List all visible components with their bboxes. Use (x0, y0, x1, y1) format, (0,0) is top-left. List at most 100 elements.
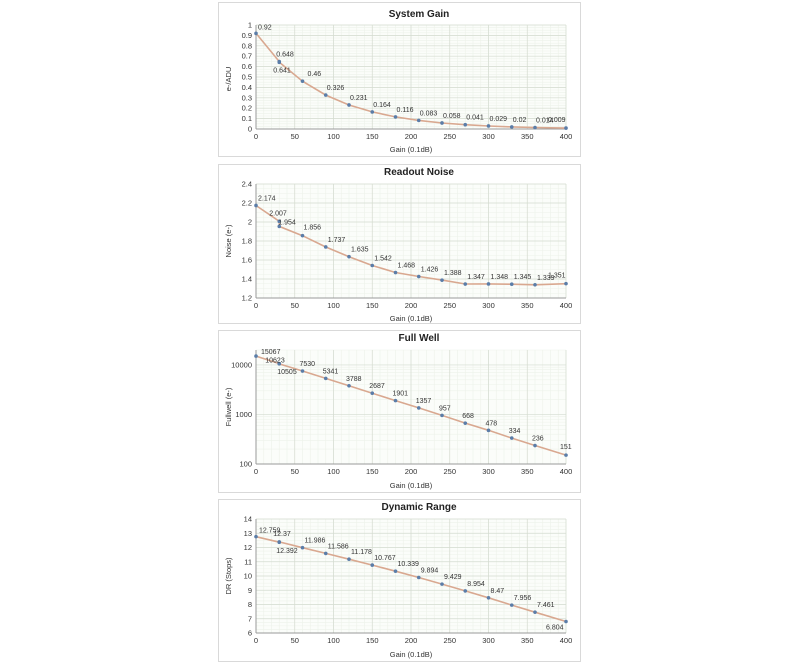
data-label: 2.007 (269, 210, 287, 217)
x-tick-label: 350 (521, 467, 534, 476)
data-label: 0.041 (466, 115, 484, 122)
data-label: 0.326 (327, 85, 345, 92)
data-label: 12.759 (259, 528, 281, 535)
data-point (486, 124, 491, 128)
data-point (254, 203, 258, 208)
x-tick-label: 0 (254, 132, 258, 141)
data-point (463, 589, 468, 593)
y-tick-label: 0.1 (242, 114, 252, 123)
y-tick-label: 0.7 (242, 52, 252, 61)
data-point (323, 551, 328, 556)
y-axis-label: Noise (e-) (224, 224, 233, 257)
chart-full-well: 0 50 100 150 200 250 300 350 400 100 1000 10000 Full… (218, 330, 581, 493)
data-point (463, 421, 468, 425)
y-axis-label: DR (Stops) (224, 557, 233, 595)
x-tick-label: 50 (291, 301, 299, 310)
data-label: 0.231 (350, 95, 368, 102)
x-tick-label: 350 (521, 636, 534, 645)
data-point (564, 281, 568, 286)
data-label: 5341 (323, 368, 339, 375)
chart-title: Full Well (399, 333, 440, 344)
data-point (393, 398, 398, 403)
data-label: 3788 (346, 376, 362, 383)
y-tick-label: 0.6 (242, 62, 252, 71)
data-point (564, 126, 568, 130)
chart-system-gain: 0 50 100 150 200 250 300 350 400 0 0.1 0.2 0.3 0.4 0.5… (218, 2, 581, 157)
data-label: 0.641 (273, 67, 291, 74)
data-label: 1357 (416, 398, 432, 405)
x-tick-label: 100 (327, 301, 340, 310)
data-label: 11.586 (328, 543, 349, 550)
x-tick-label: 100 (327, 467, 340, 476)
data-point (300, 79, 305, 83)
data-point (533, 610, 537, 614)
data-label: 1.542 (374, 256, 392, 263)
chart-title: Readout Noise (384, 167, 454, 178)
data-label: 0.029 (490, 116, 508, 123)
data-point (509, 603, 514, 607)
data-label: 1.856 (304, 225, 322, 232)
data-point (440, 278, 444, 282)
chart-title: Dynamic Range (381, 502, 456, 513)
data-label: 8.47 (491, 588, 505, 595)
data-point (254, 31, 258, 36)
y-tick-label: 0.8 (242, 41, 252, 50)
chart-svg-dynamic-range: 0 50 100 150 200 250 300 350 400 6 7 8 9 10 11 12 13 14 Dy… (224, 502, 573, 659)
data-point (440, 413, 444, 418)
data-label: 11.178 (351, 549, 372, 556)
data-point (300, 545, 305, 550)
x-tick-label: 150 (366, 301, 379, 310)
data-label: 236 (532, 436, 544, 443)
data-point (323, 245, 328, 249)
data-label: 9.894 (421, 568, 439, 575)
x-tick-label: 250 (443, 636, 456, 645)
x-tick-label: 200 (405, 132, 418, 141)
data-point (277, 224, 282, 229)
x-tick-label: 400 (560, 636, 573, 645)
data-label: 10.339 (398, 561, 420, 568)
data-label: 334 (509, 428, 521, 435)
data-label: 7.956 (514, 595, 532, 602)
data-point (486, 428, 491, 433)
data-point (277, 219, 282, 224)
x-tick-label: 200 (405, 301, 418, 310)
data-label: 1901 (393, 391, 409, 398)
x-tick-label: 0 (254, 301, 258, 310)
x-tick-label: 350 (521, 132, 534, 141)
y-axis-label: e-/ADU (224, 67, 233, 92)
data-label: 1.339 (537, 275, 555, 282)
data-label: 0.648 (276, 52, 294, 59)
x-axis-label: Gain (0.1dB) (390, 314, 433, 323)
x-tick-label: 350 (521, 301, 534, 310)
x-tick-label: 400 (560, 132, 573, 141)
x-tick-label: 400 (560, 301, 573, 310)
y-tick-label: 0.4 (242, 83, 252, 92)
data-label: 478 (486, 420, 498, 427)
y-tick-label: 0 (248, 125, 252, 134)
x-tick-label: 200 (405, 636, 418, 645)
chart-svg-readout-noise: 0 50 100 150 200 250 300 350 400 1.2 1.4 1.6 1.8 2 2.2… (224, 167, 573, 323)
x-tick-label: 200 (405, 467, 418, 476)
x-axis-label: Gain (0.1dB) (390, 650, 433, 659)
x-tick-label: 50 (291, 467, 299, 476)
x-tick-label: 400 (560, 467, 573, 476)
data-point (509, 436, 514, 440)
data-point (277, 540, 282, 544)
data-point (486, 596, 491, 600)
data-point (440, 121, 444, 125)
y-tick-label: 7 (248, 614, 252, 623)
data-point (509, 282, 514, 287)
x-tick-label: 0 (254, 636, 258, 645)
x-tick-label: 300 (482, 636, 495, 645)
x-tick-label: 100 (327, 636, 340, 645)
data-point (416, 274, 421, 279)
data-point (416, 406, 421, 410)
x-tick-label: 50 (291, 132, 299, 141)
data-point (323, 376, 328, 381)
data-point (370, 263, 375, 268)
x-tick-label: 50 (291, 636, 299, 645)
x-tick-label: 150 (366, 132, 379, 141)
y-tick-label: 100 (239, 460, 252, 469)
y-tick-label: 2 (248, 218, 252, 227)
data-point (370, 563, 375, 567)
